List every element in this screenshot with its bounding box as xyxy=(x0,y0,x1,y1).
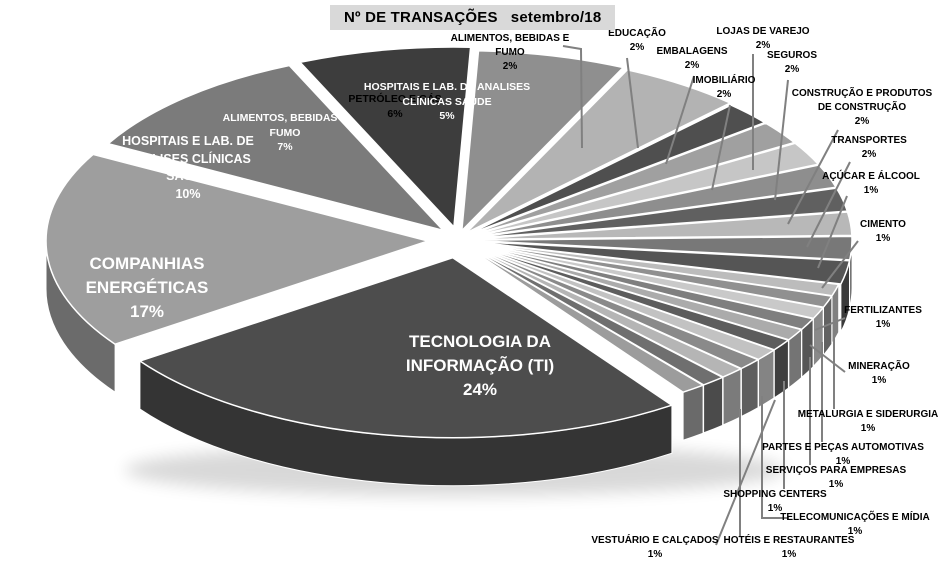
leader-line-24 xyxy=(715,399,776,546)
pie-slice-top-24 xyxy=(463,244,704,393)
leader-line-12 xyxy=(787,129,839,225)
leader-line-13 xyxy=(806,161,851,248)
pie-slice-top-7 xyxy=(467,122,796,237)
pie-slice-top-6 xyxy=(466,104,766,236)
leader-line-10 xyxy=(711,104,731,191)
leader-line-16 xyxy=(814,317,846,331)
pie-slice-top-4 xyxy=(461,50,624,232)
leader-line-14 xyxy=(817,195,848,269)
pie-slice-top-0 xyxy=(139,256,673,439)
pie-slice-wall-24 xyxy=(682,384,704,441)
leader-line-6 xyxy=(562,45,583,149)
leader-line-11 xyxy=(774,79,789,201)
leader-line-7 xyxy=(626,57,639,149)
pie-slice-top-8 xyxy=(467,142,820,238)
pie-slice-wall-23 xyxy=(703,376,724,434)
pie-slice-top-11 xyxy=(469,211,853,241)
pie-slice-wall-21 xyxy=(740,358,759,418)
pie-slice-top-3 xyxy=(299,46,472,228)
pie-slice-wall-22 xyxy=(722,367,742,426)
leader-line-15 xyxy=(821,240,859,289)
pie-slice-top-13 xyxy=(469,240,851,285)
pie-slice-top-5 xyxy=(465,69,731,234)
leader-line-22 xyxy=(761,396,789,519)
chart-title: Nº DE TRANSAÇÕES setembro/18 xyxy=(330,5,616,30)
leader-line-17 xyxy=(809,344,846,373)
leader-line-8 xyxy=(665,75,695,165)
pie-slice-top-2 xyxy=(107,64,444,232)
pie-slice-top-1 xyxy=(45,153,429,345)
